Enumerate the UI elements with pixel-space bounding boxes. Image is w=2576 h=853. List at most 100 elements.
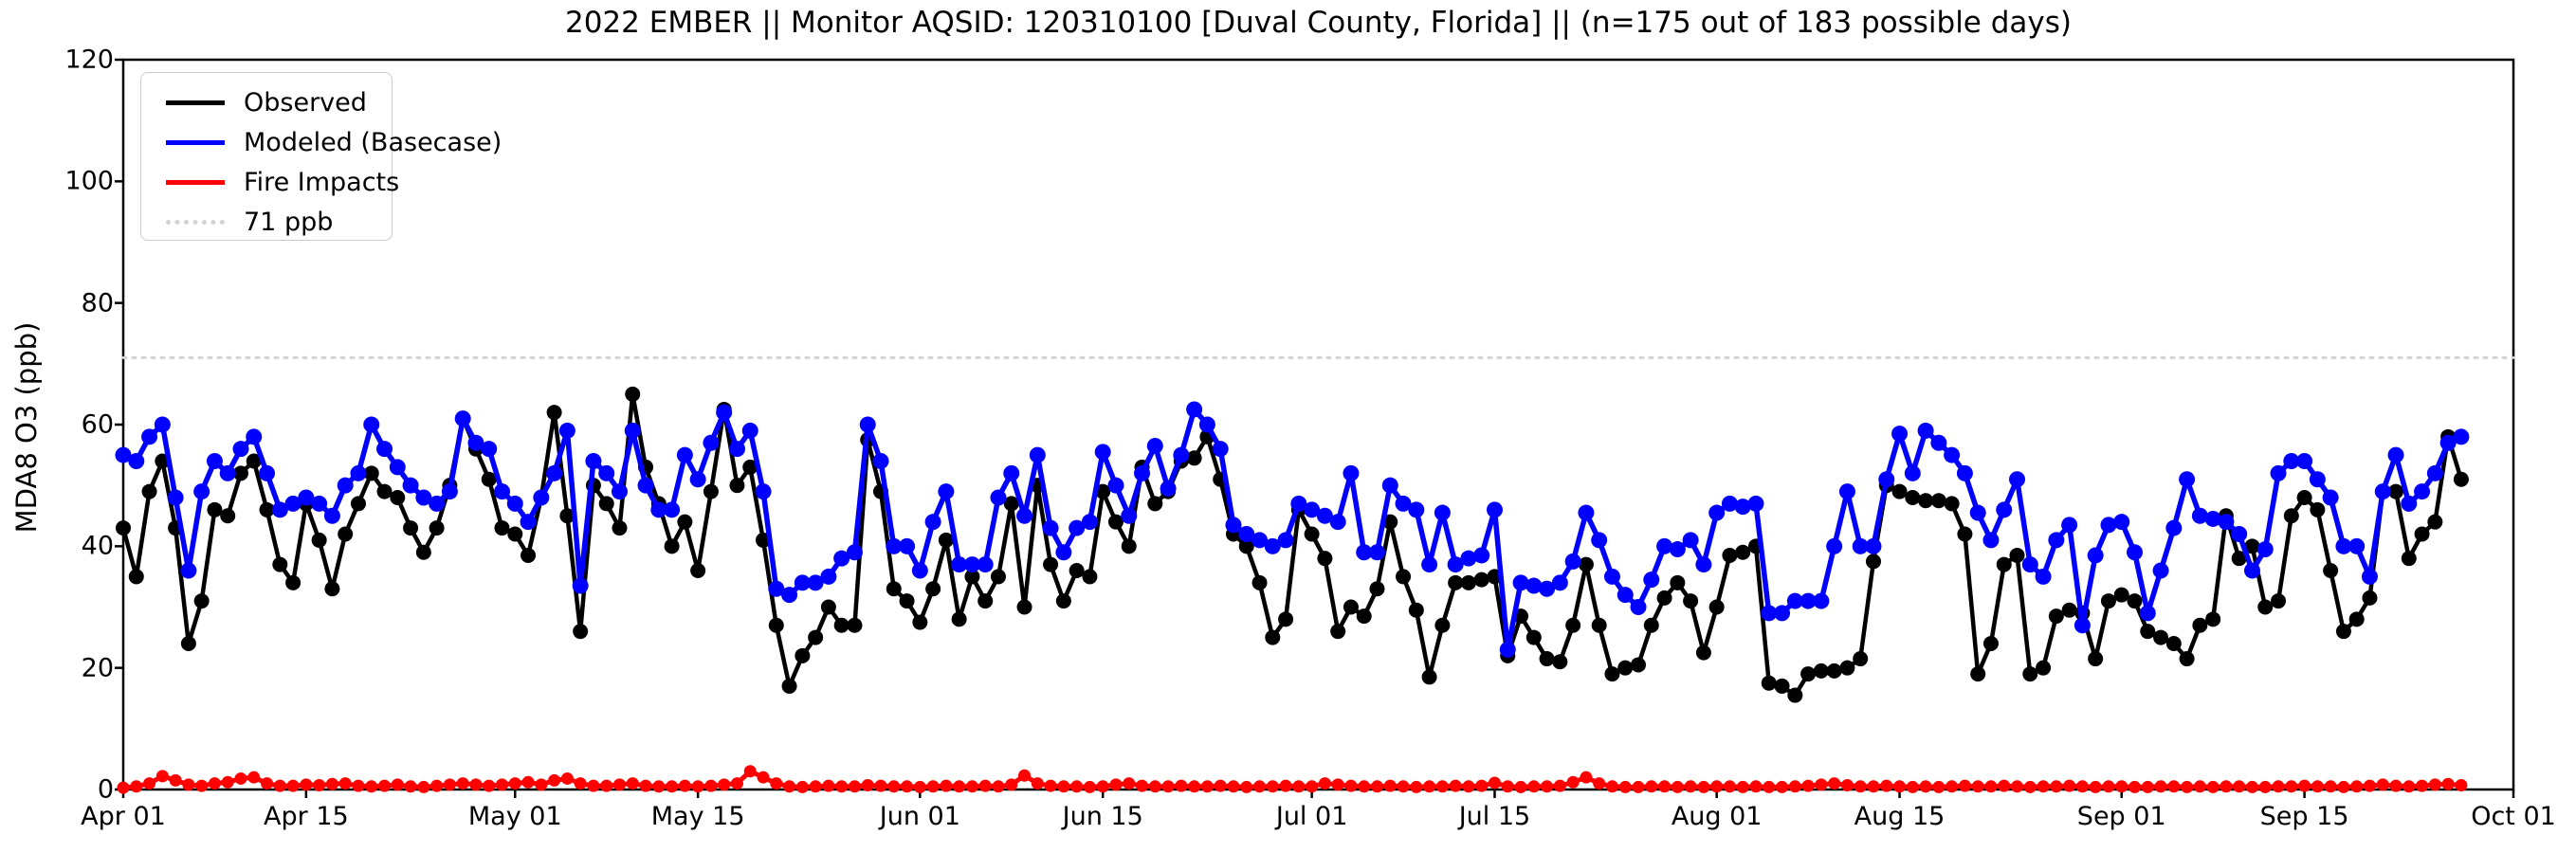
modeled-basecase-point [1917, 422, 1934, 439]
fire-impacts-point [2167, 780, 2181, 793]
observed-point [559, 508, 575, 524]
modeled-basecase-point [2152, 562, 2169, 579]
fire-impacts-point [1776, 780, 1789, 793]
observed-point [2427, 514, 2443, 530]
fire-impacts-point [2011, 780, 2024, 793]
modeled-basecase-point [441, 483, 458, 500]
observed-point [1813, 662, 1829, 679]
modeled-basecase-point [1225, 517, 1242, 534]
observed-point [494, 520, 510, 536]
fire-impacts-point [1697, 780, 1710, 793]
fire-impacts-point [2037, 780, 2050, 793]
modeled-basecase-point [1891, 426, 1909, 443]
modeled-basecase-point [154, 416, 171, 433]
modeled-basecase-point [454, 410, 471, 427]
modeled-basecase-point [2270, 464, 2287, 481]
observed-point [768, 617, 784, 633]
fire-impacts-point [1763, 780, 1776, 793]
modeled-basecase-point [1304, 501, 1321, 518]
modeled-basecase-point [1826, 537, 1843, 554]
observed-point [1970, 666, 1986, 682]
observed-point [1918, 493, 1934, 509]
chart-title: 2022 EMBER || Monitor AQSID: 120310100 [… [564, 6, 2072, 40]
observed-point [1865, 554, 1881, 570]
fire-impacts-point [1200, 780, 1214, 793]
modeled-basecase-point [1551, 574, 1568, 591]
fire-impacts-point [365, 780, 378, 793]
observed-point [1055, 593, 1071, 609]
modeled-basecase-point [284, 495, 301, 512]
modeled-basecase-point [1016, 507, 1033, 524]
fire-impacts-point [1998, 779, 2011, 792]
modeled-basecase-point [1107, 477, 1124, 494]
modeled-basecase-point [977, 556, 994, 573]
observed-point [1082, 569, 1098, 585]
y-tick-label-40: 40 [81, 531, 114, 561]
modeled-basecase-point [716, 404, 733, 421]
fire-impacts-point [2075, 780, 2089, 793]
fire-impacts-point [2298, 779, 2311, 792]
fire-impacts-point [325, 777, 338, 790]
observed-point [2362, 590, 2378, 606]
legend-row-observed: Observed [141, 82, 392, 122]
observed-point [938, 532, 954, 548]
modeled-basecase-point [1368, 544, 1385, 561]
observed-point [1905, 490, 1921, 505]
fire-impacts-point [1397, 780, 1410, 793]
fire-impacts-point [1618, 780, 1632, 793]
fire-impacts-point [835, 780, 849, 793]
observed-point [1251, 574, 1268, 590]
modeled-basecase-point [363, 416, 380, 433]
fire-impacts-point [1553, 779, 1566, 792]
fire-impacts-point [2220, 780, 2233, 793]
observed-point [1069, 563, 1085, 578]
observed-point [598, 496, 614, 512]
observed-point [1800, 666, 1817, 682]
modeled-basecase-point [899, 537, 916, 554]
modeled-basecase-point [1055, 544, 1072, 561]
modeled-basecase-point [1578, 504, 1595, 521]
modeled-basecase-point [1838, 483, 1855, 500]
fire-impacts-point [1292, 780, 1306, 793]
modeled-basecase-point [2218, 514, 2235, 531]
observed-point [1930, 493, 1946, 509]
fire-impacts-point [2311, 780, 2324, 793]
fire-impacts-point [2272, 780, 2285, 793]
fire-impacts-point [208, 777, 221, 790]
modeled-basecase-point [232, 441, 249, 458]
observed-point [1147, 496, 1163, 512]
fire-impacts-point [417, 780, 430, 793]
modeled-basecase-point [637, 477, 654, 494]
fire-impacts-point [2245, 780, 2258, 793]
observed-point [2009, 547, 2025, 563]
modeled-basecase-point [2256, 541, 2274, 558]
observed-point [2296, 490, 2312, 505]
fire-impacts-point [1279, 779, 1292, 792]
observed-point [742, 459, 758, 475]
observed-point [1421, 669, 1437, 685]
observed-point [1722, 547, 1738, 563]
modeled-basecase-point [2335, 537, 2352, 554]
fire-impacts-point [848, 780, 861, 793]
fire-impacts-point [2023, 780, 2037, 793]
fire-impacts-point [901, 780, 914, 793]
observed-point [1839, 660, 1855, 676]
modeled-basecase-point [1721, 495, 1738, 512]
observed-point [311, 532, 327, 548]
legend-line-sample [166, 100, 225, 105]
fire-impacts-point [1475, 779, 1489, 792]
fire-impacts-point [953, 780, 966, 793]
observed-point [1578, 556, 1594, 572]
observed-point [2061, 602, 2077, 618]
x-tick-label-Oct-01: Oct 01 [2471, 802, 2556, 831]
fire-impacts-point [1449, 779, 1462, 792]
modeled-basecase-point [2322, 489, 2339, 506]
fire-impacts-point [874, 779, 887, 792]
fire-impacts-point [1854, 780, 1867, 793]
modeled-basecase-point [1774, 605, 1791, 622]
modeled-basecase-point [1734, 499, 1751, 516]
observed-point [1957, 526, 1973, 542]
modeled-basecase-point [1173, 446, 1190, 463]
x-tick-label-Sep-15: Sep 15 [2259, 802, 2349, 831]
observed-point [141, 483, 157, 499]
